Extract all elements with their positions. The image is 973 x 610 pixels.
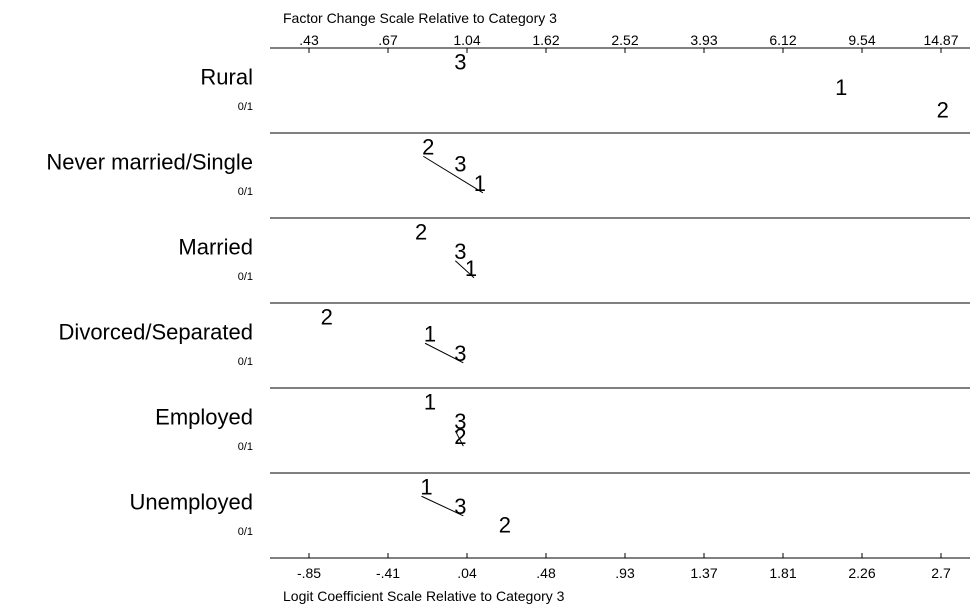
category-marker: 1 — [424, 321, 436, 346]
category-marker: 1 — [465, 256, 477, 281]
variable-row: Employed 0/1 132 — [155, 389, 970, 474]
category-marker: 3 — [454, 494, 466, 519]
category-marker: 2 — [499, 513, 511, 538]
variable-row: Unemployed 0/1 13 2 — [129, 474, 510, 538]
top-tick-label: 6.12 — [769, 32, 796, 48]
bottom-tick-label: -.85 — [297, 565, 321, 581]
variable-sublabel: 0/1 — [238, 526, 253, 538]
variable-row: Married 0/1 2 31 — [178, 219, 970, 304]
top-tick-group: .43 .67 1.04 1.62 2.52 3.93 6.12 9.54 14.87 — [299, 32, 959, 53]
category-marker: 2 — [321, 304, 333, 329]
bottom-tick-label: 1.81 — [769, 565, 796, 581]
category-marker: 1 — [420, 474, 432, 499]
bottom-tick-group: -.85 -.41 .04 .48 .93 1.37 1.81 2.26 2.7 — [297, 553, 951, 581]
top-tick-label: 1.04 — [453, 32, 480, 48]
variable-sublabel: 0/1 — [238, 186, 253, 198]
top-tick-label: 14.87 — [923, 32, 958, 48]
top-tick-label: 3.93 — [690, 32, 717, 48]
top-tick-label: 2.52 — [611, 32, 638, 48]
category-marker: 3 — [454, 239, 466, 264]
category-marker: 3 — [454, 151, 466, 176]
variable-row: Never married/Single 0/1 231 — [46, 134, 970, 219]
top-tick-label: 1.62 — [532, 32, 559, 48]
bottom-tick-label: .04 — [457, 565, 477, 581]
variable-sublabel: 0/1 — [238, 356, 253, 368]
category-connector — [423, 155, 484, 194]
bottom-tick-label: 1.37 — [690, 565, 717, 581]
variable-name: Divorced/Separated — [59, 320, 253, 345]
variable-row: Rural 0/1 3 1 2 — [200, 49, 970, 134]
bottom-axis-title: Logit Coefficient Scale Relative to Cate… — [283, 588, 565, 604]
variable-name: Unemployed — [129, 490, 253, 515]
bottom-tick-label: 2.26 — [848, 565, 875, 581]
category-marker: 2 — [454, 424, 466, 449]
bottom-tick-label: .93 — [615, 565, 635, 581]
category-connector — [424, 342, 464, 364]
category-connector — [421, 495, 464, 517]
variable-name: Employed — [155, 405, 253, 430]
top-axis-title: Factor Change Scale Relative to Category… — [283, 10, 557, 26]
variable-sublabel: 0/1 — [238, 271, 253, 283]
category-marker: 3 — [454, 409, 466, 434]
variable-name: Married — [178, 235, 253, 260]
bottom-tick-label: 2.7 — [931, 565, 951, 581]
variable-name: Never married/Single — [46, 150, 253, 175]
category-marker: 3 — [454, 49, 466, 74]
variable-sublabel: 0/1 — [238, 441, 253, 453]
category-marker: 2 — [937, 98, 949, 123]
top-tick-label: .67 — [378, 32, 398, 48]
top-tick-label: .43 — [299, 32, 319, 48]
variable-row: Divorced/Separated 0/1 2 13 — [59, 304, 970, 389]
bottom-tick-label: -.41 — [376, 565, 400, 581]
category-marker: 3 — [454, 341, 466, 366]
bottom-tick-label: .48 — [536, 565, 556, 581]
category-connector — [454, 430, 464, 447]
category-connector — [454, 260, 475, 279]
category-marker: 1 — [424, 389, 436, 414]
category-marker: 1 — [474, 171, 486, 196]
category-marker: 2 — [422, 134, 434, 159]
category-marker: 2 — [415, 219, 427, 244]
top-tick-label: 9.54 — [848, 32, 875, 48]
variable-name: Rural — [200, 65, 253, 90]
variable-sublabel: 0/1 — [238, 101, 253, 113]
category-marker: 1 — [835, 75, 847, 100]
